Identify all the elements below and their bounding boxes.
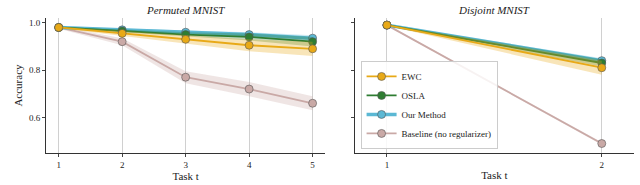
svg-text:5: 5 bbox=[310, 160, 315, 170]
svg-text:Disjoint MNIST: Disjoint MNIST bbox=[458, 4, 530, 16]
svg-text:1: 1 bbox=[385, 160, 390, 170]
svg-text:2: 2 bbox=[120, 160, 125, 170]
svg-text:4: 4 bbox=[247, 160, 252, 170]
svg-text:1.0: 1.0 bbox=[29, 18, 41, 28]
svg-text:Accuracy: Accuracy bbox=[12, 64, 24, 107]
svg-text:3: 3 bbox=[183, 160, 188, 170]
svg-text:2: 2 bbox=[600, 160, 605, 170]
svg-text:1: 1 bbox=[56, 160, 61, 170]
svg-text:Permuted MNIST: Permuted MNIST bbox=[146, 4, 225, 16]
svg-text:0.8: 0.8 bbox=[29, 65, 41, 75]
svg-text:EWC: EWC bbox=[402, 72, 422, 82]
svg-text:Task t: Task t bbox=[481, 169, 507, 181]
svg-text:0.6: 0.6 bbox=[29, 113, 41, 123]
svg-text:Our Method: Our Method bbox=[402, 110, 447, 120]
svg-text:Baseline (no regularizer): Baseline (no regularizer) bbox=[402, 129, 491, 139]
svg-text:OSLA: OSLA bbox=[402, 91, 426, 101]
svg-text:Task t: Task t bbox=[172, 170, 198, 182]
